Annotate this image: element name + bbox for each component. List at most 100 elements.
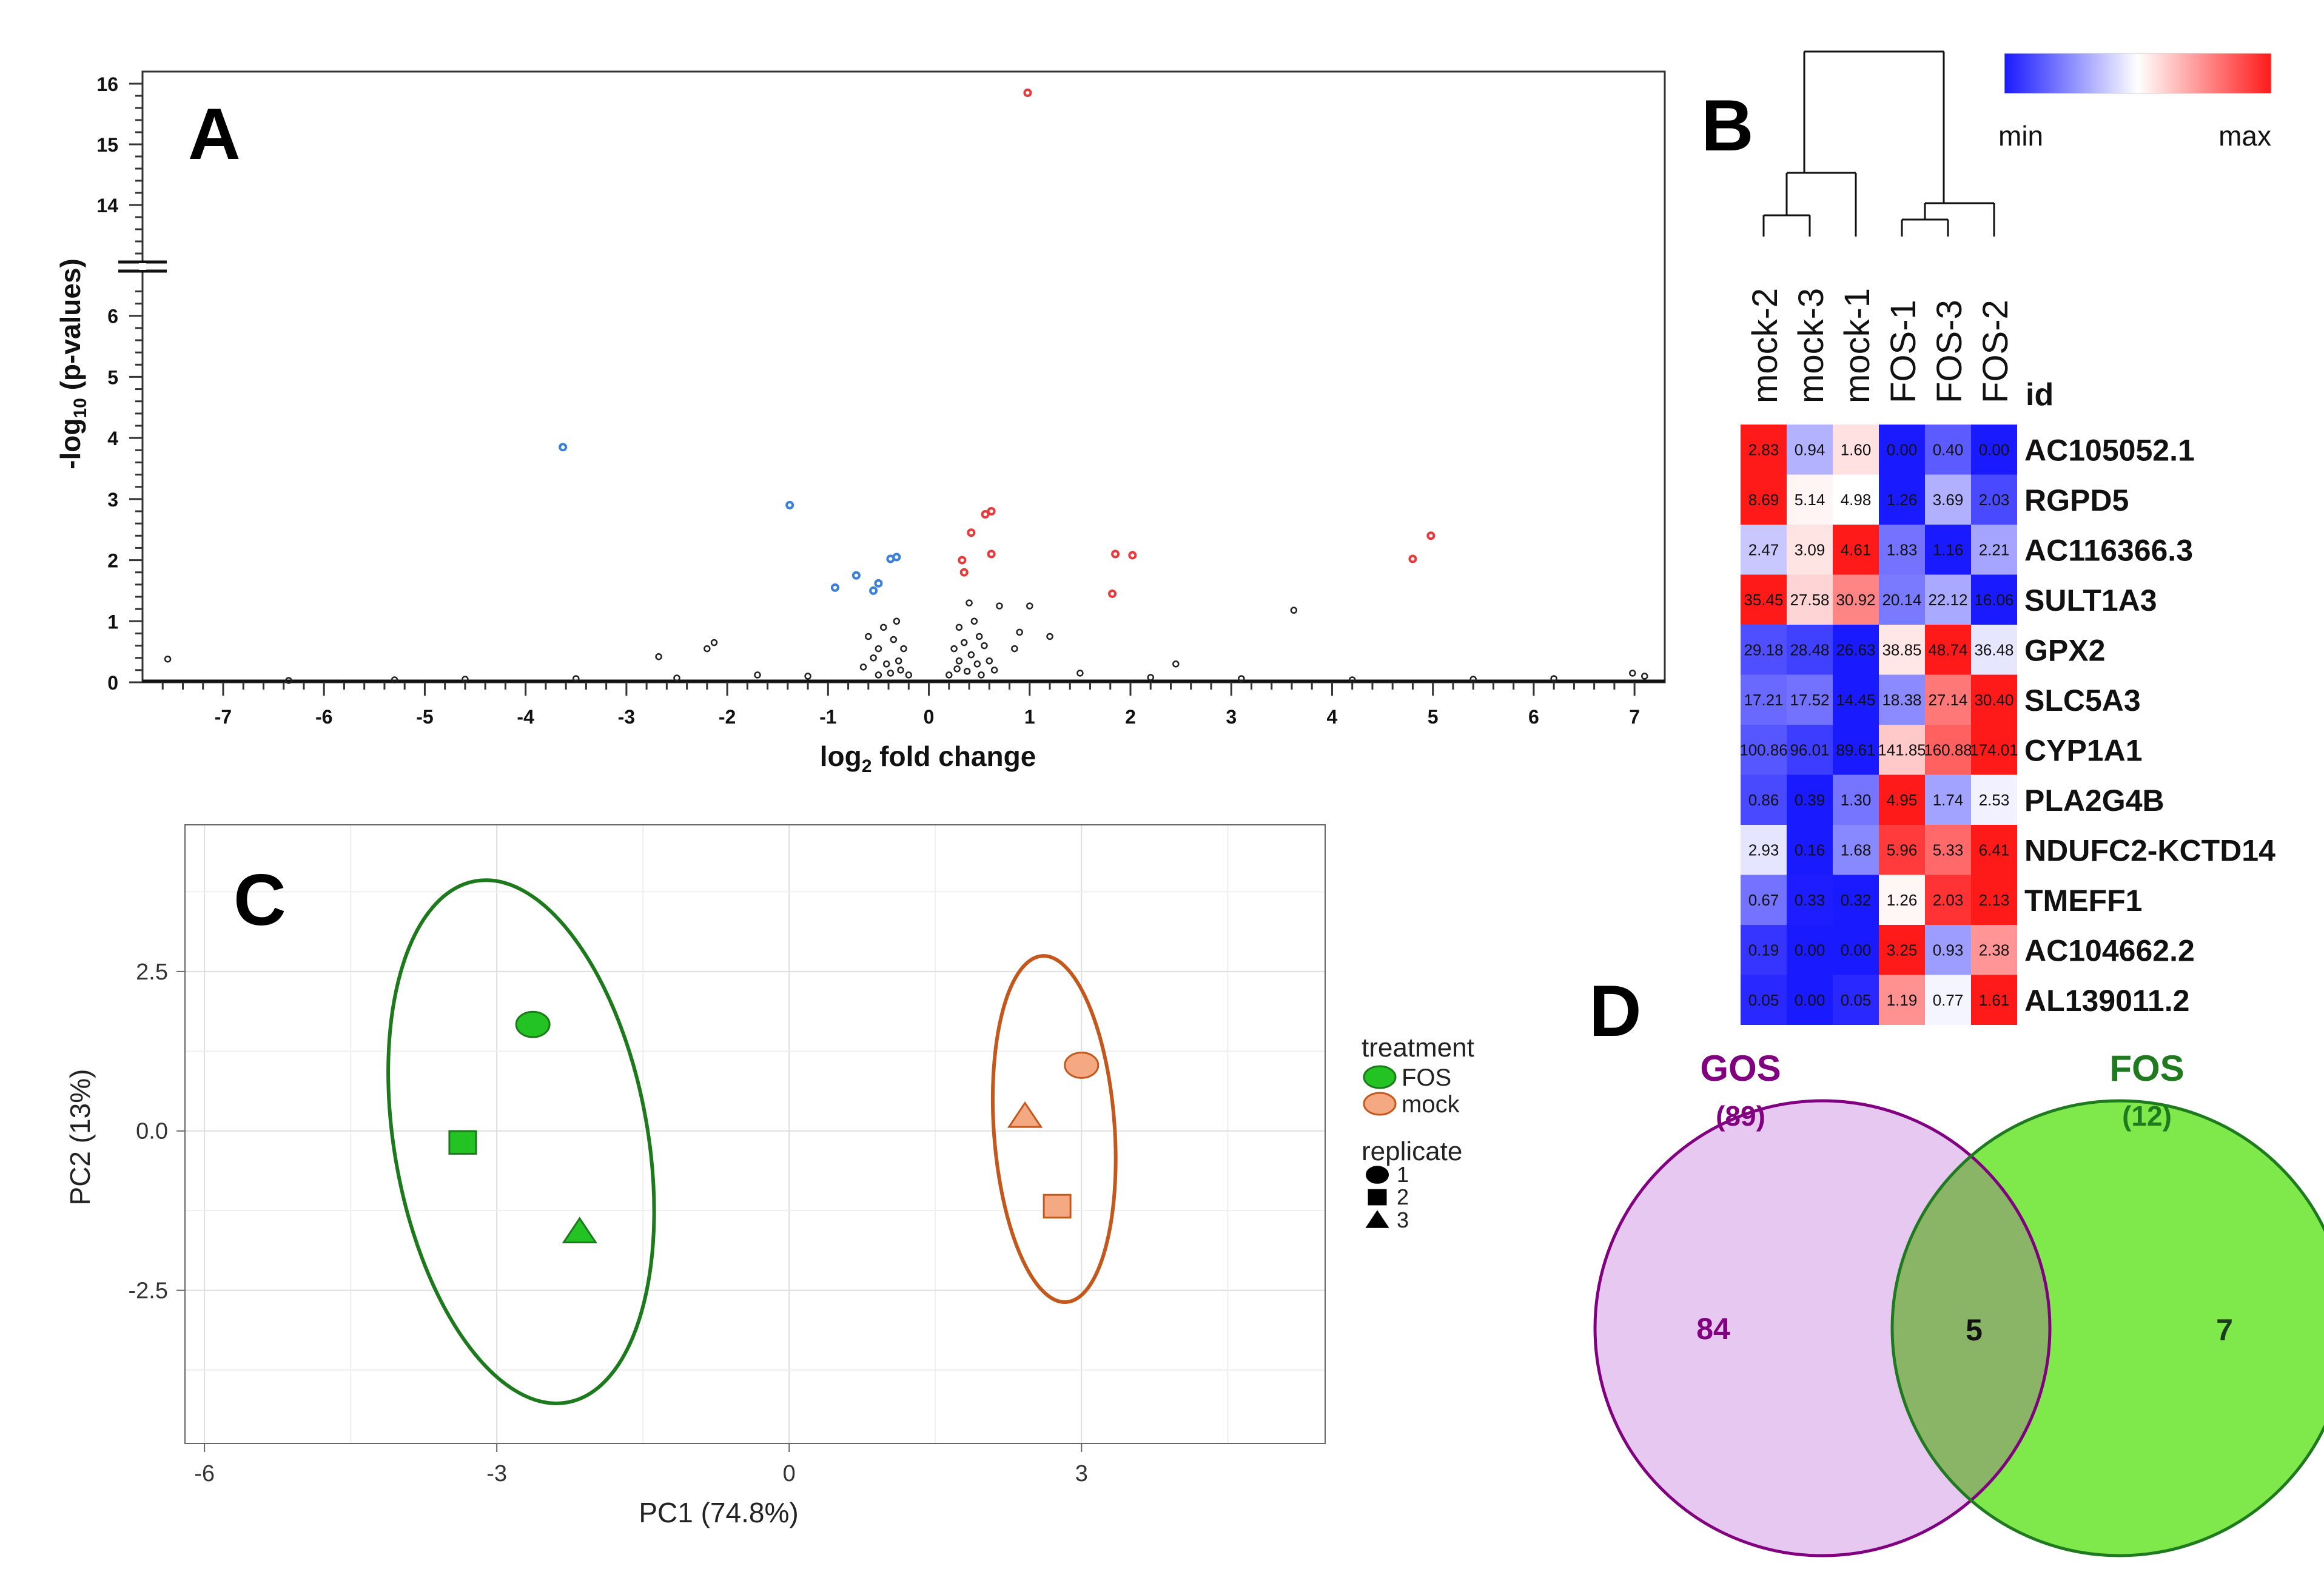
point-ns [955, 623, 963, 631]
column-label: FOS-2 [1976, 300, 2015, 403]
y-tick-label: -2.5 [129, 1278, 168, 1304]
heatmap-cell [1833, 975, 1879, 1025]
heatmap-cell [1925, 774, 1971, 825]
cell-value: 30.40 [1974, 691, 2013, 709]
heatmap-cell [1925, 925, 1971, 975]
cell-value: 6.41 [1979, 841, 2010, 859]
heatmap-cell [1879, 875, 1925, 925]
cell-value: 0.93 [1933, 941, 1964, 959]
cell-value: 5.33 [1933, 841, 1964, 859]
cell-value: 174.01 [1970, 741, 2018, 759]
point-ns [986, 657, 993, 665]
gos-only-count: 84 [1696, 1312, 1730, 1346]
x-tick-label: -7 [215, 706, 232, 728]
legend-replicate-swatch [1365, 1210, 1389, 1228]
cell-value: 0.00 [1795, 991, 1825, 1009]
x-tick-label: 2 [1125, 706, 1136, 728]
point-ns [1046, 633, 1053, 640]
row-label: CYP1A1 [2024, 733, 2143, 767]
cell-value: 96.01 [1790, 741, 1829, 759]
cell-value: 3.25 [1887, 941, 1918, 959]
legend-treatment-title: treatment [1362, 1033, 1474, 1063]
point-ns [1172, 660, 1180, 668]
point-ns [462, 676, 469, 683]
legend-mock-swatch [1363, 1092, 1397, 1116]
cell-value: 1.74 [1933, 791, 1964, 809]
heatmap-cell [1833, 574, 1879, 625]
heatmap-cell [1741, 925, 1787, 975]
heatmap-cell [1925, 975, 1971, 1025]
cell-value: 1.61 [1979, 991, 2010, 1009]
point-ns [973, 660, 981, 668]
point-ns [875, 645, 882, 653]
x-tick-label: -2 [719, 706, 736, 728]
x-tick-label: -3 [618, 706, 635, 728]
x-tick-label: 1 [1024, 706, 1035, 728]
x-tick-label: 3 [1075, 1461, 1088, 1487]
row-label: PLA2G4B [2024, 784, 2164, 818]
cell-value: 2.53 [1979, 791, 2010, 809]
point-ns [704, 645, 711, 653]
mock-ellipse [990, 954, 1118, 1304]
heatmap-cell [1833, 925, 1879, 975]
point-ns [1026, 602, 1033, 610]
cell-value: 35.45 [1744, 591, 1783, 609]
cell-value: 48.74 [1928, 640, 1967, 659]
heatmap-cell [1879, 425, 1925, 475]
point-down [851, 571, 861, 580]
point-ns [975, 633, 983, 640]
y-axis-label-main: -log [55, 418, 86, 469]
legend-mock-label: mock [1402, 1091, 1460, 1118]
cell-value: 16.06 [1974, 591, 2013, 609]
fos-set-total: (12) [2122, 1100, 2172, 1132]
y-tick-label: 6 [107, 306, 118, 328]
cell-value: 0.32 [1841, 891, 1872, 909]
cell-value: 2.21 [1979, 540, 2010, 559]
point-ns [285, 677, 292, 684]
intersection-fill [1892, 1101, 2050, 1556]
legend-replicate-swatch [1368, 1189, 1387, 1206]
cell-value: 3.09 [1795, 540, 1825, 559]
heatmap-cell [1741, 625, 1787, 675]
point-ns [1641, 673, 1648, 680]
point-ns [960, 639, 968, 647]
cell-value: 2.38 [1979, 941, 2010, 959]
cell-value: 20.14 [1882, 591, 1921, 609]
point-ns [990, 667, 998, 674]
cell-value: 0.67 [1748, 891, 1779, 909]
x-tick-label: -6 [194, 1461, 215, 1487]
fos-set-name: FOS [2109, 1048, 2184, 1089]
cell-value: 4.95 [1887, 791, 1918, 809]
row-label: SULT1A3 [2024, 583, 2157, 617]
point-ns [955, 657, 963, 665]
x-axis-label: PC1 (74.8%) [639, 1497, 798, 1528]
heatmap-cell [1971, 875, 2017, 925]
row-label: AC116366.3 [2024, 533, 2193, 567]
cell-value: 5.14 [1795, 491, 1825, 509]
heatmap-cell [1787, 975, 1833, 1025]
heatmap-cell [1925, 425, 1971, 475]
heatmap-cell [1879, 625, 1925, 675]
point-ns [875, 671, 882, 679]
point-up [981, 510, 990, 519]
heatmap-cell [1879, 725, 1925, 775]
point-up [1108, 589, 1117, 598]
legend-max-label: max [2218, 120, 2271, 152]
point-up [987, 549, 996, 559]
cell-value: 2.13 [1979, 891, 2010, 909]
point-ns [963, 668, 971, 675]
y-tick-label: 0.0 [136, 1119, 168, 1144]
heatmap-cell [1971, 825, 2017, 875]
plot-area [185, 825, 1325, 1443]
cell-value: 0.19 [1748, 941, 1779, 959]
pca-point-mock-2 [1043, 1194, 1072, 1219]
cell-value: 1.16 [1933, 540, 1964, 559]
cell-value: 27.58 [1790, 591, 1829, 609]
heatmap-cell [1833, 525, 1879, 575]
y-axis-label-sub: 10 [70, 398, 90, 418]
point-ns [905, 671, 913, 679]
cell-value: 0.05 [1748, 991, 1779, 1009]
legend-fos-label: FOS [1402, 1064, 1451, 1091]
